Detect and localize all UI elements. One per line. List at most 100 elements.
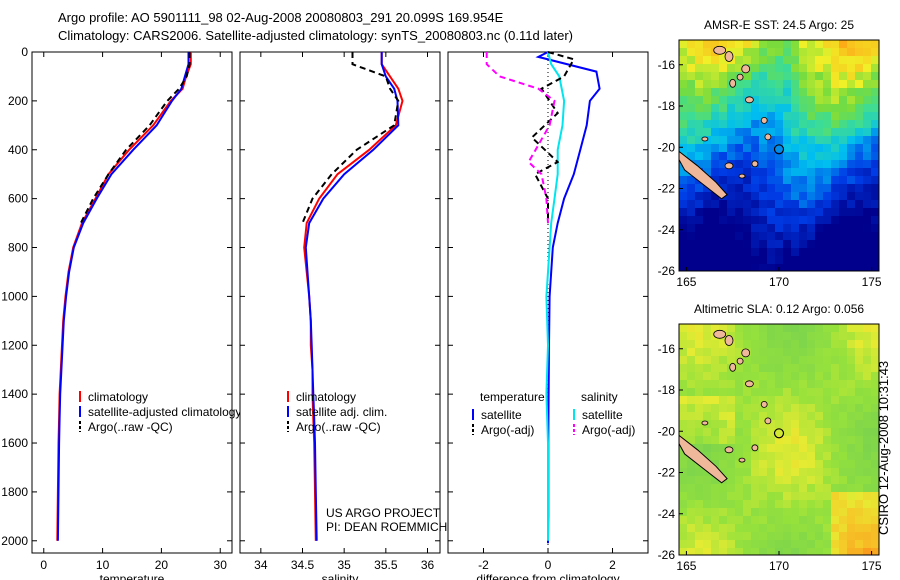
map-cell [839,192,847,200]
map-cell [695,396,703,404]
map-cell [751,524,759,532]
map-cell [687,348,695,356]
map-cell [735,372,743,380]
map-cell [871,324,879,332]
map-cell [823,136,831,144]
map-cell [711,484,719,492]
series-line-3 [530,51,576,224]
map-cell [751,452,759,460]
map-cell [679,136,687,144]
map-cell [751,548,759,555]
map-cell [839,484,847,492]
map-cell [767,64,775,72]
map-cell [871,540,879,548]
map-cell [679,452,687,460]
map-cell [847,500,855,508]
map-cell [727,396,735,404]
map-cell [751,208,759,216]
small-island [751,444,759,452]
map-cell [727,500,735,508]
map-cell [855,524,863,532]
map-cell [815,492,823,500]
map-cell [751,332,759,340]
x-tick-label: 0 [40,558,47,572]
map-cell [855,120,863,128]
map-cell [695,492,703,500]
map-cell [831,540,839,548]
map-cell [783,80,791,88]
map-cell [855,256,863,264]
map-cell [727,460,735,468]
map-cell [863,532,871,540]
map-cell [687,436,695,444]
map-cell [727,324,735,332]
map-cell [727,264,735,271]
map-cell [727,420,735,428]
map-cell [815,192,823,200]
map-cell [839,476,847,484]
map-cell [687,128,695,136]
map-cell [735,256,743,264]
map-cell [727,96,735,104]
map-cell [751,508,759,516]
map-cell [839,436,847,444]
map-cell [863,348,871,356]
map-cell [831,324,839,332]
map-cell [791,232,799,240]
map-cell [711,232,719,240]
map-cell [799,324,807,332]
map-cell [767,476,775,484]
map-cell [815,152,823,160]
map-cell [711,476,719,484]
map-field-cells [679,40,879,271]
map-cell [839,120,847,128]
map-cell [703,388,711,396]
map-cell [743,264,751,271]
map-cell [719,452,727,460]
map-cell [687,364,695,372]
map-cell [759,452,767,460]
map-cell [679,324,687,332]
map-cell [815,240,823,248]
map-cell [791,508,799,516]
map-cell [799,532,807,540]
map-cell [863,80,871,88]
map-cell [839,72,847,80]
map-cell [767,532,775,540]
map-cell [855,388,863,396]
map-cell [743,208,751,216]
map-cell [703,476,711,484]
legend-label: satellite adj. clim. [296,405,387,419]
x-axis-label: temperature [100,572,165,580]
map-cell [727,200,735,208]
map-cell [839,256,847,264]
map-cell [791,452,799,460]
map-cell [711,412,719,420]
map-cell [823,476,831,484]
map-cell [703,332,711,340]
map-cell [871,128,879,136]
map-cell [863,364,871,372]
map-cell [823,444,831,452]
map-cell [711,372,719,380]
map-cell [775,104,783,112]
map-cell [751,404,759,412]
map-cell [807,332,815,340]
map-cell [743,160,751,168]
map-cell [791,40,799,48]
map-cell [831,256,839,264]
small-island [738,457,746,463]
map-cell [719,56,727,64]
map-cell [719,216,727,224]
map-cell [759,256,767,264]
map-cell [791,256,799,264]
map-y-tick-label: -24 [658,223,676,237]
map-cell [863,396,871,404]
map-cell [687,216,695,224]
map-cell [807,428,815,436]
map-cell [735,476,743,484]
y-tick-label: 0 [21,45,28,59]
map-cell [751,184,759,192]
map-cell [831,340,839,348]
map-cell [695,80,703,88]
